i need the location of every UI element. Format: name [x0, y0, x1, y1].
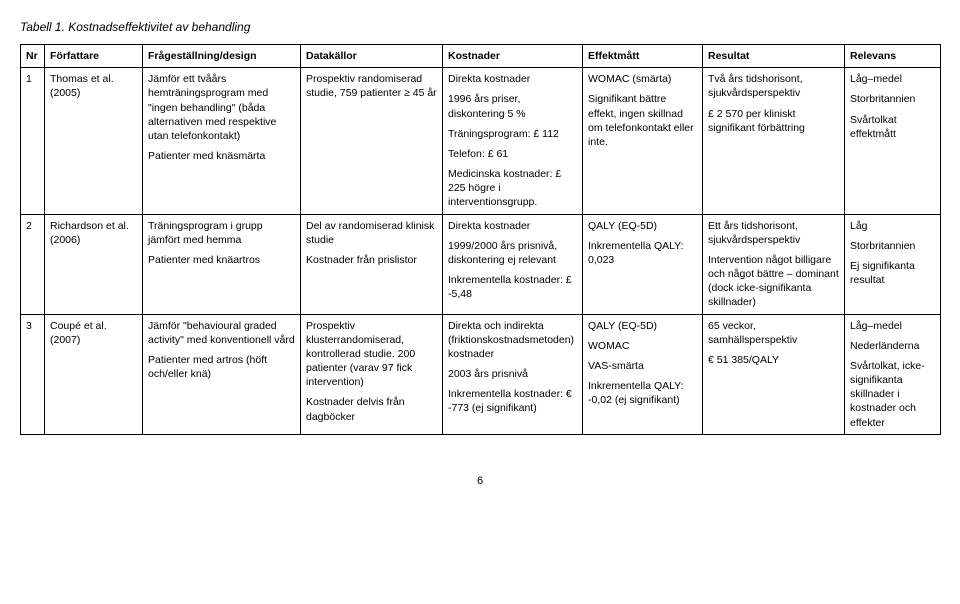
cell-fragestallning: Träningsprogram i grupp jämfört med hemm…	[143, 214, 301, 314]
text: Låg–medel	[850, 72, 935, 86]
cell-relevans: Låg–medel Nederländerna Svårtolkat, icke…	[845, 314, 941, 434]
text: Intervention något billigare och något b…	[708, 253, 839, 310]
text: Patienter med knäartros	[148, 253, 295, 267]
text: 1996 års priser, diskontering 5 %	[448, 92, 577, 120]
text: 2003 års prisnivå	[448, 367, 577, 381]
text: Låg–medel	[850, 319, 935, 333]
page-number: 6	[20, 475, 940, 487]
cell-resultat: 65 veckor, samhällsperspektiv € 51 385/Q…	[703, 314, 845, 434]
text: Storbritannien	[850, 239, 935, 253]
table-header-row: Nr Författare Frågeställning/design Data…	[21, 45, 941, 68]
text: Inkrementella kostnader: € -773 (ej sign…	[448, 387, 577, 415]
text: VAS-smärta	[588, 359, 697, 373]
col-fragestallning: Frågeställning/design	[143, 45, 301, 68]
cell-nr: 1	[21, 68, 45, 214]
cell-datakallor: Del av randomiserad klinisk studie Kostn…	[301, 214, 443, 314]
text: Direkta kostnader	[448, 72, 577, 86]
text: Storbritannien	[850, 92, 935, 106]
text: Del av randomiserad klinisk studie	[306, 219, 437, 247]
text: Svårtolkat, icke-signifikanta skillnader…	[850, 359, 935, 430]
text: £ 2 570 per kliniskt signifikant förbätt…	[708, 107, 839, 135]
cell-forfattare: Coupé et al. (2007)	[45, 314, 143, 434]
text: 1999/2000 års prisnivå, diskontering ej …	[448, 239, 577, 267]
text: Jämför ett tvåårs hemträningsprogram med…	[148, 72, 295, 143]
col-resultat: Resultat	[703, 45, 845, 68]
text: Kostnader från prislistor	[306, 253, 437, 267]
text: Inkrementella QALY: 0,023	[588, 239, 697, 267]
text: Medicinska kostnader: £ 225 högre i inte…	[448, 167, 577, 210]
text: Jämför "behavioural graded activity" med…	[148, 319, 295, 347]
table-row: 3 Coupé et al. (2007) Jämför "behavioura…	[21, 314, 941, 434]
text: Låg	[850, 219, 935, 233]
text: Telefon: £ 61	[448, 147, 577, 161]
text: QALY (EQ-5D)	[588, 219, 697, 233]
col-forfattare: Författare	[45, 45, 143, 68]
cell-forfattare: Thomas et al. (2005)	[45, 68, 143, 214]
text: Svårtolkat effektmått	[850, 113, 935, 141]
text: WOMAC (smärta)	[588, 72, 697, 86]
cell-fragestallning: Jämför ett tvåårs hemträningsprogram med…	[143, 68, 301, 214]
col-relevans: Relevans	[845, 45, 941, 68]
text: € 51 385/QALY	[708, 353, 839, 367]
cell-kostnader: Direkta kostnader 1999/2000 års prisnivå…	[443, 214, 583, 314]
text: Träningsprogram i grupp jämfört med hemm…	[148, 219, 295, 247]
text: Ej signifikanta resultat	[850, 259, 935, 287]
text: Två års tidshorisont, sjukvårdsperspekti…	[708, 72, 839, 100]
table-row: 1 Thomas et al. (2005) Jämför ett tvåårs…	[21, 68, 941, 214]
col-effektmatt: Effektmått	[583, 45, 703, 68]
col-kostnader: Kostnader	[443, 45, 583, 68]
text: Direkta och indirekta (friktionskostnads…	[448, 319, 577, 362]
text: Prospektiv klusterrandomiserad, kontroll…	[306, 319, 437, 390]
cell-nr: 2	[21, 214, 45, 314]
text: Patienter med knäsmärta	[148, 149, 295, 163]
text: 65 veckor, samhällsperspektiv	[708, 319, 839, 347]
table-title: Tabell 1. Kostnadseffektivitet av behand…	[20, 20, 940, 34]
cell-effektmatt: WOMAC (smärta) Signifikant bättre effekt…	[583, 68, 703, 214]
cell-datakallor: Prospektiv randomiserad studie, 759 pati…	[301, 68, 443, 214]
col-nr: Nr	[21, 45, 45, 68]
text: Patienter med artros (höft och/eller knä…	[148, 353, 295, 381]
cell-fragestallning: Jämför "behavioural graded activity" med…	[143, 314, 301, 434]
table-row: 2 Richardson et al. (2006) Träningsprogr…	[21, 214, 941, 314]
cell-kostnader: Direkta och indirekta (friktionskostnads…	[443, 314, 583, 434]
text: Signifikant bättre effekt, ingen skillna…	[588, 92, 697, 149]
text: Kostnader delvis från dagböcker	[306, 395, 437, 423]
cell-forfattare: Richardson et al. (2006)	[45, 214, 143, 314]
cell-datakallor: Prospektiv klusterrandomiserad, kontroll…	[301, 314, 443, 434]
cell-relevans: Låg–medel Storbritannien Svårtolkat effe…	[845, 68, 941, 214]
text: Inkrementella QALY: -0,02 (ej signifikan…	[588, 379, 697, 407]
cell-resultat: Ett års tidshorisont, sjukvårdsperspekti…	[703, 214, 845, 314]
text: QALY (EQ-5D)	[588, 319, 697, 333]
cell-nr: 3	[21, 314, 45, 434]
text: Nederländerna	[850, 339, 935, 353]
text: Ett års tidshorisont, sjukvårdsperspekti…	[708, 219, 839, 247]
text: WOMAC	[588, 339, 697, 353]
cell-kostnader: Direkta kostnader 1996 års priser, disko…	[443, 68, 583, 214]
cost-effectiveness-table: Nr Författare Frågeställning/design Data…	[20, 44, 941, 435]
cell-relevans: Låg Storbritannien Ej signifikanta resul…	[845, 214, 941, 314]
text: Direkta kostnader	[448, 219, 577, 233]
cell-resultat: Två års tidshorisont, sjukvårdsperspekti…	[703, 68, 845, 214]
col-datakallor: Datakällor	[301, 45, 443, 68]
text: Träningsprogram: £ 112	[448, 127, 577, 141]
cell-effektmatt: QALY (EQ-5D) Inkrementella QALY: 0,023	[583, 214, 703, 314]
cell-effektmatt: QALY (EQ-5D) WOMAC VAS-smärta Inkremente…	[583, 314, 703, 434]
text: Inkrementella kostnader: £ -5,48	[448, 273, 577, 301]
